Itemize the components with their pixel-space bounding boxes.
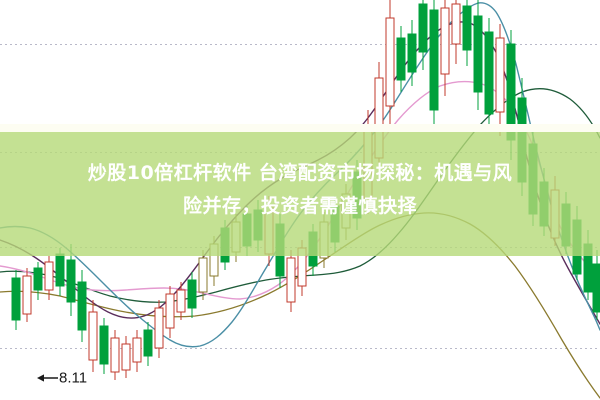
- candle: [495, 24, 505, 136]
- candle: [539, 168, 549, 236]
- candle: [33, 262, 43, 300]
- candle: [418, 0, 428, 70]
- candle: [275, 214, 285, 288]
- candle: [253, 200, 263, 252]
- candle: [308, 224, 318, 276]
- ma60-line: [0, 212, 600, 399]
- candle: [165, 286, 175, 338]
- candle: [407, 20, 417, 86]
- candle: [517, 78, 527, 196]
- candle: [231, 214, 241, 262]
- candle: [132, 330, 142, 372]
- candle: [77, 270, 87, 342]
- candle: [22, 268, 32, 322]
- candle: [44, 256, 54, 300]
- candle: [385, 0, 395, 124]
- candle: [220, 220, 230, 270]
- candle: [286, 250, 296, 312]
- candle: [297, 240, 307, 296]
- candle: [264, 196, 274, 266]
- candle: [242, 206, 252, 256]
- candle: [66, 244, 76, 316]
- candle: [352, 160, 362, 230]
- candle: [55, 248, 65, 296]
- candle: [176, 282, 186, 320]
- candle: [473, 0, 483, 110]
- candle: [462, 0, 472, 66]
- price-annotation: 8.11: [37, 370, 87, 386]
- candle: [592, 250, 600, 320]
- candle: [88, 300, 98, 372]
- candle: [396, 26, 406, 92]
- candle: [374, 62, 384, 176]
- candle: [561, 192, 571, 254]
- candle: [154, 300, 164, 358]
- candle: [319, 212, 329, 268]
- candle: [99, 318, 109, 374]
- candle: [11, 270, 21, 330]
- candle: [110, 330, 120, 380]
- candle: [209, 236, 219, 286]
- candlestick-series: [11, 0, 600, 380]
- candle: [121, 336, 131, 378]
- left-arrow-icon: [37, 374, 58, 382]
- candle: [451, 0, 461, 64]
- price-annotation-label: 8.11: [59, 369, 88, 387]
- candle: [484, 18, 494, 132]
- candle: [429, 0, 439, 128]
- candle: [363, 110, 373, 214]
- candle: [198, 250, 208, 300]
- candle: [187, 272, 197, 318]
- candle: [330, 196, 340, 252]
- candle: [440, 0, 450, 96]
- candle: [506, 30, 516, 160]
- candle: [143, 322, 153, 366]
- candle: [572, 206, 582, 280]
- candle: [550, 176, 560, 246]
- candle: [583, 230, 593, 300]
